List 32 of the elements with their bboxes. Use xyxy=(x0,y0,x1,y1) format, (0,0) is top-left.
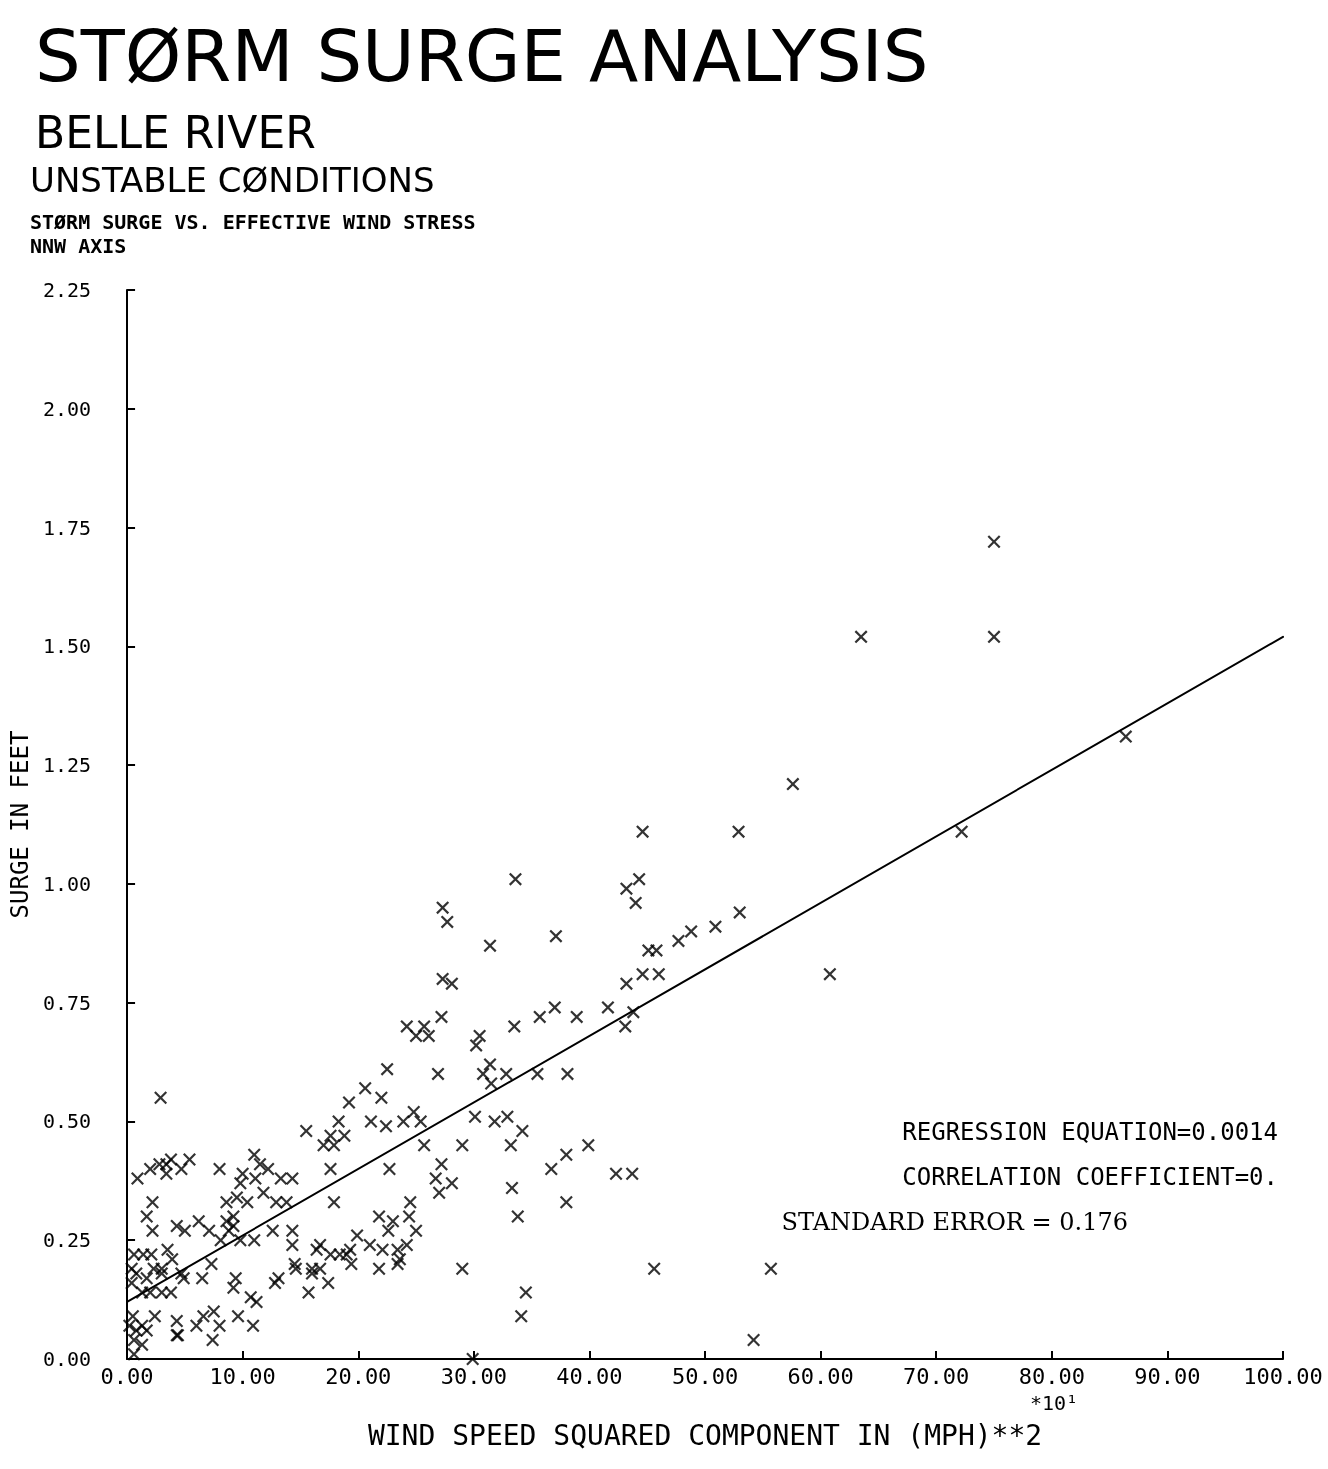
x-tick-label: 50.00 xyxy=(671,1363,739,1389)
annotation: REGRESSION EQUATION=0.0014 xyxy=(902,1118,1279,1146)
x-tick-label: 100.00 xyxy=(1243,1363,1323,1389)
y-tick-label: 0.25 xyxy=(42,1228,92,1253)
x-tick-label: 90.00 xyxy=(1134,1363,1201,1389)
annotation: CORRELATION COEFFICIENT=0. xyxy=(902,1163,1279,1191)
x-axis-title: WIND SPEED SQUARED COMPONENT IN (MPH)**2 xyxy=(367,1418,1043,1452)
x-tick-label: 20.00 xyxy=(325,1363,392,1389)
x-tick-label: 10.00 xyxy=(209,1363,276,1389)
y-tick-label: 1.75 xyxy=(42,515,92,540)
x-tick-label: 80.00 xyxy=(1018,1363,1085,1389)
text: NNW AXIS xyxy=(30,234,127,258)
y-tick-label: 2.00 xyxy=(42,396,92,421)
y-tick-label: 1.25 xyxy=(42,753,92,778)
y-tick-label: 0.50 xyxy=(42,1109,92,1134)
chart-subtitle: BELLE RIVER xyxy=(35,106,316,158)
x-tick-label: 60.00 xyxy=(787,1363,854,1389)
text: *10¹ xyxy=(1030,1391,1079,1415)
x-tick-label: 70.00 xyxy=(903,1363,970,1389)
x-tick-label: 0.00 xyxy=(100,1363,154,1389)
chart-title: STØRM SURGE ANALYSIS xyxy=(35,14,929,98)
x-tick-label: 40.00 xyxy=(556,1363,623,1389)
y-tick-label: 1.50 xyxy=(42,634,92,659)
text: UNSTABLE CØNDITIONS xyxy=(30,160,435,200)
annotation: STANDARD ERROR = 0.176 xyxy=(781,1208,1128,1236)
y-axis-title: SURGE IN FEET xyxy=(6,730,34,919)
y-tick-label: 2.25 xyxy=(42,278,92,302)
x-tick-label: 30.00 xyxy=(440,1363,507,1389)
text: STØRM SURGE VS. EFFECTIVE WIND STRESS xyxy=(30,210,476,234)
y-tick-label: 0.00 xyxy=(42,1347,92,1371)
y-tick-label: 1.00 xyxy=(42,871,92,896)
y-tick-label: 0.75 xyxy=(42,990,92,1015)
